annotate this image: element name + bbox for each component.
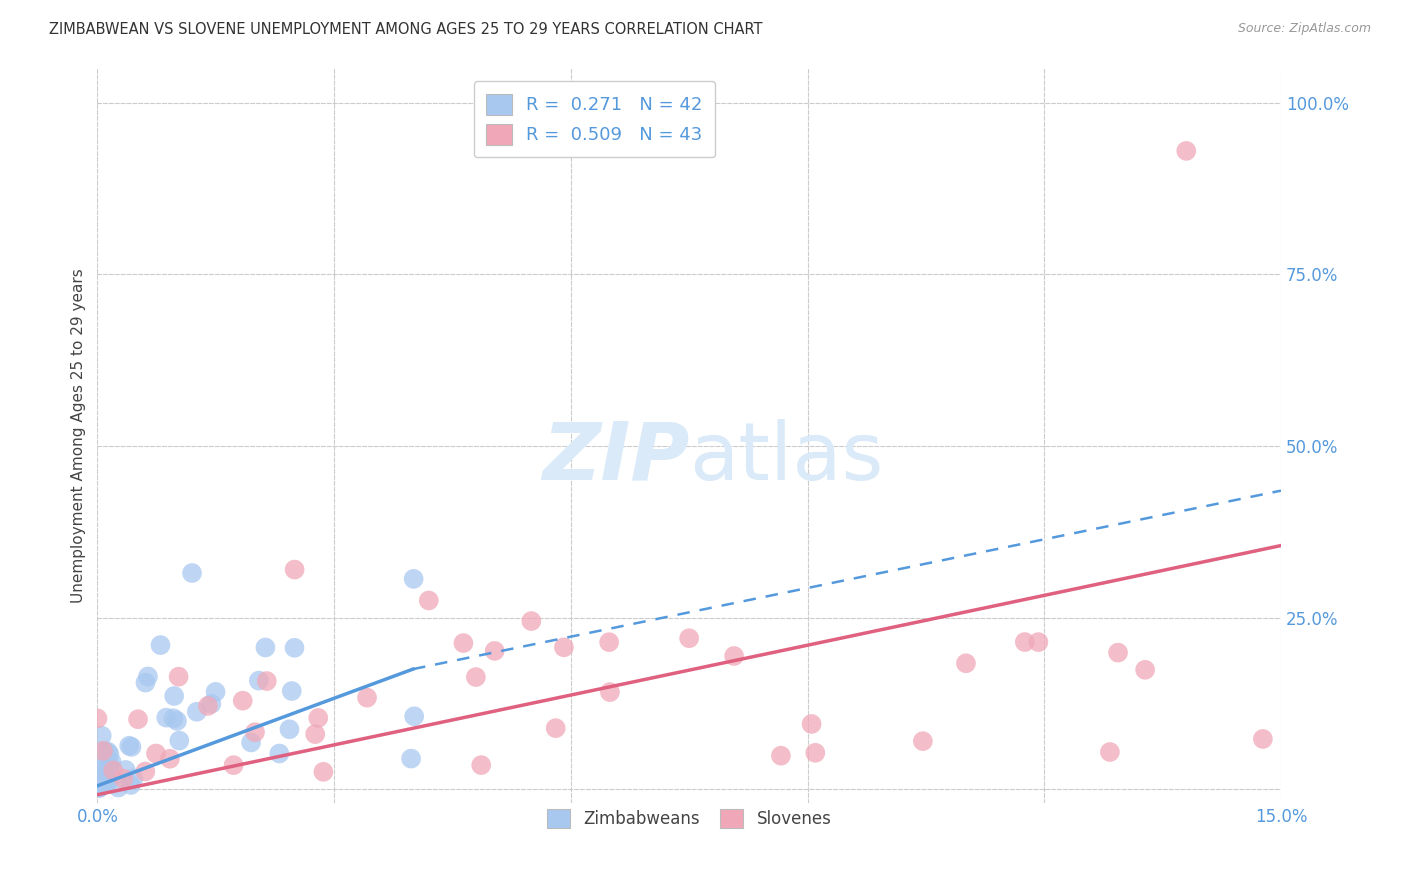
- Point: [94, 757, 117, 772]
- Legend: Zimbabweans, Slovenes: Zimbabweans, Slovenes: [540, 803, 838, 835]
- Point: [312, 764, 335, 779]
- Point: [94, 777, 117, 791]
- Point: [599, 685, 621, 699]
- Point: [107, 780, 129, 795]
- Point: [166, 714, 188, 728]
- Point: [256, 674, 278, 689]
- Point: [254, 640, 277, 655]
- Point: [1014, 635, 1036, 649]
- Text: Source: ZipAtlas.com: Source: ZipAtlas.com: [1237, 22, 1371, 36]
- Point: [87, 762, 110, 776]
- Point: [240, 735, 263, 749]
- Point: [114, 763, 136, 777]
- Point: [97, 745, 120, 759]
- Point: [769, 748, 792, 763]
- Point: [169, 733, 191, 747]
- Point: [145, 747, 167, 761]
- Point: [149, 638, 172, 652]
- Point: [278, 723, 301, 737]
- Point: [89, 780, 111, 795]
- Point: [453, 636, 475, 650]
- Point: [134, 764, 156, 779]
- Point: [197, 698, 219, 713]
- Point: [804, 746, 827, 760]
- Point: [1028, 635, 1050, 649]
- Point: [103, 764, 125, 778]
- Point: [155, 711, 177, 725]
- Point: [134, 675, 156, 690]
- Point: [544, 721, 567, 735]
- Point: [181, 566, 204, 580]
- Point: [955, 657, 977, 671]
- Point: [163, 689, 186, 703]
- Point: [162, 711, 184, 725]
- Text: ZIP: ZIP: [541, 418, 689, 497]
- Point: [232, 694, 254, 708]
- Point: [91, 744, 114, 758]
- Point: [284, 563, 307, 577]
- Point: [86, 711, 108, 725]
- Point: [90, 729, 112, 743]
- Point: [1098, 745, 1121, 759]
- Text: ZIMBABWEAN VS SLOVENE UNEMPLOYMENT AMONG AGES 25 TO 29 YEARS CORRELATION CHART: ZIMBABWEAN VS SLOVENE UNEMPLOYMENT AMONG…: [49, 22, 762, 37]
- Point: [418, 593, 440, 607]
- Point: [404, 709, 426, 723]
- Point: [800, 717, 823, 731]
- Point: [127, 712, 149, 726]
- Point: [307, 711, 329, 725]
- Point: [121, 739, 143, 754]
- Point: [120, 778, 142, 792]
- Point: [911, 734, 934, 748]
- Y-axis label: Unemployment Among Ages 25 to 29 years: Unemployment Among Ages 25 to 29 years: [72, 268, 86, 603]
- Point: [186, 705, 208, 719]
- Point: [356, 690, 378, 705]
- Point: [100, 755, 122, 769]
- Point: [243, 725, 266, 739]
- Point: [204, 685, 226, 699]
- Point: [402, 572, 425, 586]
- Point: [399, 751, 422, 765]
- Point: [553, 640, 575, 655]
- Point: [89, 780, 111, 795]
- Point: [247, 673, 270, 688]
- Point: [122, 772, 145, 786]
- Point: [484, 644, 506, 658]
- Point: [1175, 144, 1198, 158]
- Point: [93, 767, 115, 781]
- Point: [200, 697, 222, 711]
- Point: [112, 772, 135, 786]
- Point: [678, 631, 700, 645]
- Point: [464, 670, 486, 684]
- Point: [97, 775, 120, 789]
- Point: [1251, 731, 1274, 746]
- Point: [520, 614, 543, 628]
- Point: [1133, 663, 1156, 677]
- Point: [598, 635, 620, 649]
- Point: [118, 739, 141, 753]
- Point: [470, 758, 492, 772]
- Point: [136, 669, 159, 683]
- Point: [304, 727, 326, 741]
- Text: atlas: atlas: [689, 418, 883, 497]
- Point: [167, 670, 190, 684]
- Point: [98, 757, 121, 772]
- Point: [96, 764, 118, 778]
- Point: [159, 752, 181, 766]
- Point: [93, 744, 115, 758]
- Point: [269, 747, 291, 761]
- Point: [723, 648, 745, 663]
- Point: [222, 758, 245, 772]
- Point: [98, 747, 121, 761]
- Point: [283, 640, 305, 655]
- Point: [281, 684, 304, 698]
- Point: [1107, 646, 1129, 660]
